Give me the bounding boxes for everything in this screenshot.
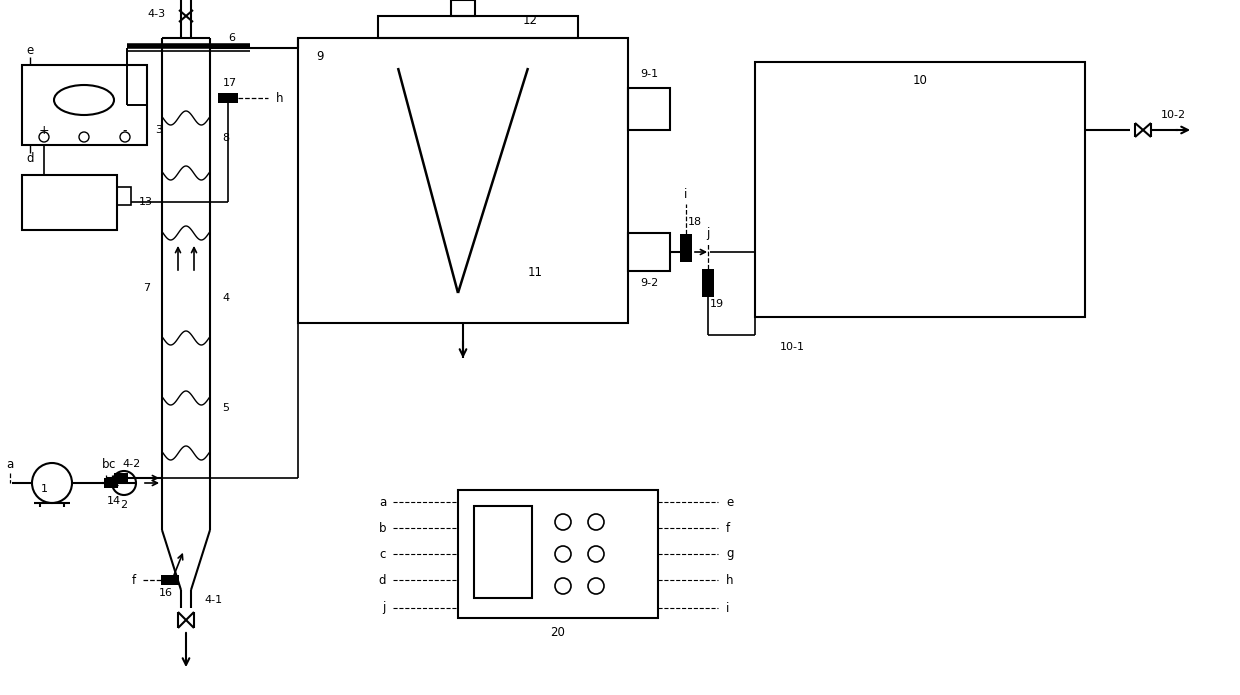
Text: 17: 17: [223, 78, 237, 88]
Text: 9-2: 9-2: [640, 278, 658, 288]
Text: j: j: [707, 227, 709, 240]
Text: f: f: [725, 521, 730, 534]
Text: 12: 12: [523, 13, 538, 26]
Text: 3: 3: [155, 125, 162, 135]
Bar: [161, 575, 179, 585]
Bar: [474, 506, 532, 598]
Text: c: c: [379, 548, 386, 560]
Text: 5: 5: [222, 403, 229, 413]
Text: i: i: [684, 188, 688, 200]
Text: 1: 1: [41, 484, 47, 494]
Bar: [702, 269, 714, 297]
Text: 11: 11: [528, 266, 543, 279]
Text: 4-3: 4-3: [148, 9, 166, 19]
Text: h: h: [277, 92, 284, 104]
Bar: [104, 478, 118, 488]
Bar: [22, 175, 117, 230]
Bar: [298, 38, 627, 323]
Bar: [117, 187, 131, 205]
Text: g: g: [725, 548, 734, 560]
Text: d: d: [378, 573, 386, 587]
Text: 18: 18: [688, 217, 702, 227]
Text: e: e: [26, 44, 33, 56]
Bar: [114, 473, 128, 483]
Text: 6: 6: [228, 33, 236, 43]
Bar: [627, 233, 670, 271]
Text: b: b: [102, 459, 110, 471]
Text: 4-1: 4-1: [205, 595, 222, 605]
Text: d: d: [26, 152, 33, 165]
Bar: [218, 93, 238, 103]
Text: e: e: [725, 496, 733, 509]
Bar: [451, 0, 475, 16]
Text: 10: 10: [913, 74, 928, 86]
Text: h: h: [725, 573, 734, 587]
Text: a: a: [6, 459, 14, 471]
Text: 7: 7: [143, 283, 150, 293]
Text: +: +: [38, 124, 50, 138]
Bar: [458, 490, 658, 618]
Bar: [378, 16, 578, 38]
Text: 8: 8: [222, 133, 229, 143]
Text: 19: 19: [711, 299, 724, 309]
Text: 16: 16: [159, 588, 174, 598]
Bar: [627, 88, 670, 130]
Text: 4-2: 4-2: [123, 459, 141, 469]
Text: 14: 14: [107, 496, 122, 506]
Text: j: j: [383, 601, 386, 614]
Text: -: -: [123, 124, 128, 138]
Text: i: i: [725, 601, 729, 614]
Text: f: f: [131, 573, 136, 587]
Bar: [22, 65, 148, 145]
Text: 20: 20: [551, 626, 565, 639]
Text: 2: 2: [120, 500, 128, 510]
Text: a: a: [378, 496, 386, 509]
Text: 9: 9: [316, 49, 324, 63]
Text: 4: 4: [222, 293, 229, 303]
Text: 10-2: 10-2: [1161, 110, 1185, 120]
Text: 10-1: 10-1: [780, 342, 805, 352]
Text: 13: 13: [139, 197, 153, 207]
Text: b: b: [378, 521, 386, 534]
Text: 9-1: 9-1: [640, 69, 658, 79]
Text: c: c: [109, 459, 115, 471]
Bar: [680, 234, 692, 262]
Bar: [755, 62, 1085, 317]
